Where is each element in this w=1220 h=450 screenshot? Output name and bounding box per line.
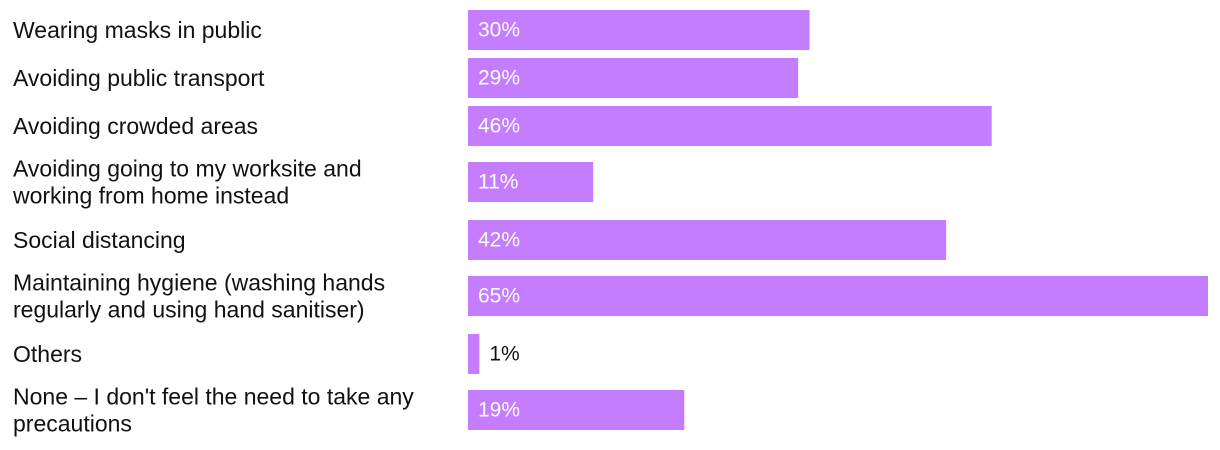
bar: [468, 220, 947, 260]
category-label-line: Avoiding crowded areas: [13, 113, 258, 139]
value-label: 1%: [489, 343, 519, 366]
bar: [468, 334, 480, 374]
bar: [468, 106, 992, 146]
category-label: Wearing masks in public: [13, 17, 262, 43]
category-label-line: None – I don't feel the need to take any: [13, 384, 414, 410]
value-label: 29%: [478, 67, 520, 90]
bar: [468, 58, 799, 98]
category-label-line: working from home instead: [12, 183, 289, 209]
category-label: Avoiding public transport: [13, 65, 265, 91]
category-label: Social distancing: [13, 227, 186, 253]
value-label: 46%: [478, 115, 520, 138]
bar: [468, 10, 810, 50]
category-label-line: regularly and using hand sanitiser): [13, 297, 365, 323]
category-label: Avoiding crowded areas: [13, 113, 258, 139]
value-label: 19%: [478, 399, 520, 422]
category-label-line: precautions: [13, 411, 132, 437]
category-label-line: Maintaining hygiene (washing hands: [13, 270, 385, 296]
category-label-line: Social distancing: [13, 227, 186, 253]
category-label: Others: [13, 341, 82, 367]
value-label: 42%: [478, 229, 520, 252]
bar: [468, 390, 685, 430]
value-label: 65%: [478, 285, 520, 308]
value-label: 30%: [478, 19, 520, 42]
bar: [468, 162, 594, 202]
category-label-line: Wearing masks in public: [13, 17, 262, 43]
category-label: Maintaining hygiene (washing hands regula…: [13, 270, 385, 323]
category-label: Avoiding going to my worksite and working…: [12, 156, 362, 209]
value-label: 11%: [478, 171, 518, 194]
category-label-line: Avoiding public transport: [13, 65, 265, 91]
category-label-line: Avoiding going to my worksite and: [13, 156, 362, 182]
bar: [468, 276, 1208, 316]
category-label-line: Others: [13, 341, 82, 367]
category-label: None – I don't feel the need to take any…: [13, 384, 414, 437]
